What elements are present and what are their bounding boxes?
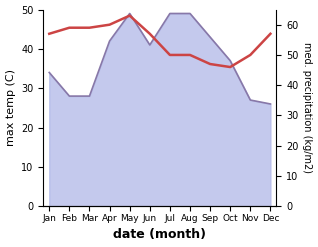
Y-axis label: max temp (C): max temp (C) — [5, 69, 16, 146]
X-axis label: date (month): date (month) — [113, 228, 206, 242]
Y-axis label: med. precipitation (kg/m2): med. precipitation (kg/m2) — [302, 42, 313, 173]
